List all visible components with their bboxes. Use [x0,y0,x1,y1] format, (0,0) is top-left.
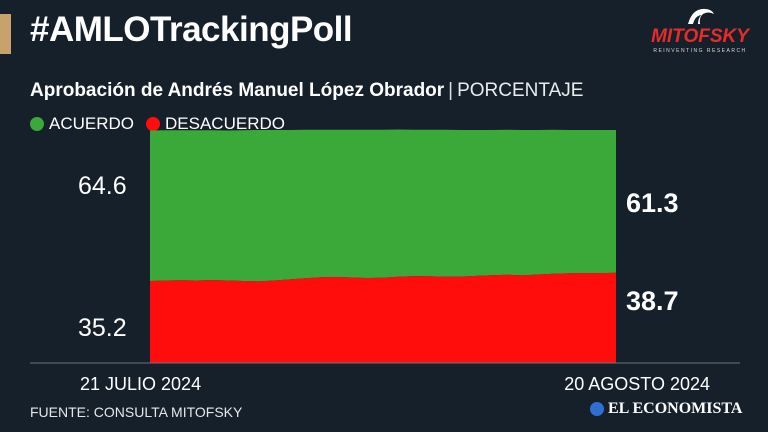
logo-wordmark: MITOFSKY [651,26,749,47]
legend-label-acuerdo: ACUERDO [49,114,135,133]
source-note: FUENTE: CONSULTA MITOFSKY [30,404,243,420]
globe-icon [590,402,604,416]
mitofsky-logo: MITOFSKY REINVENTING RESEARCH [650,6,750,58]
page-title: #AMLOTrackingPoll [30,10,353,49]
logo-tagline: REINVENTING RESEARCH [653,48,747,54]
logo-mark-icon [688,8,714,24]
legend-item-acuerdo: ACUERDO [30,114,134,134]
y-tick-top: 64.6 [78,172,127,200]
subtitle-unit: PORCENTAJE [457,80,584,101]
legend-swatch-acuerdo [30,117,44,131]
legend-swatch-desacuerdo [146,117,161,131]
area-acuerdo [150,129,616,282]
chart-legend: ACUERDO DESACUERDO [30,114,285,134]
legend-label-desacuerdo: DESACUERDO [165,114,285,133]
area-desacuerdo [150,272,616,363]
publisher-name: EL ECONOMISTA [608,400,743,417]
y-tick-bottom: 35.2 [78,314,127,342]
chart-areas [150,129,616,363]
subtitle-main: Aprobación de Andrés Manuel López Obrado… [30,80,445,101]
subtitle-separator: | [448,80,454,101]
x-tick-start: 21 JULIO 2024 [80,374,201,394]
accent-bar [0,14,11,54]
chart-subtitle: Aprobación de Andrés Manuel López Obrado… [30,80,583,102]
end-label-desacuerdo: 38.7 [626,286,679,316]
x-tick-end: 20 AGOSTO 2024 [564,374,710,394]
end-label-acuerdo: 61.3 [626,188,679,218]
publisher-brand: EL ECONOMISTA [590,400,742,418]
legend-item-desacuerdo: DESACUERDO [146,114,285,134]
